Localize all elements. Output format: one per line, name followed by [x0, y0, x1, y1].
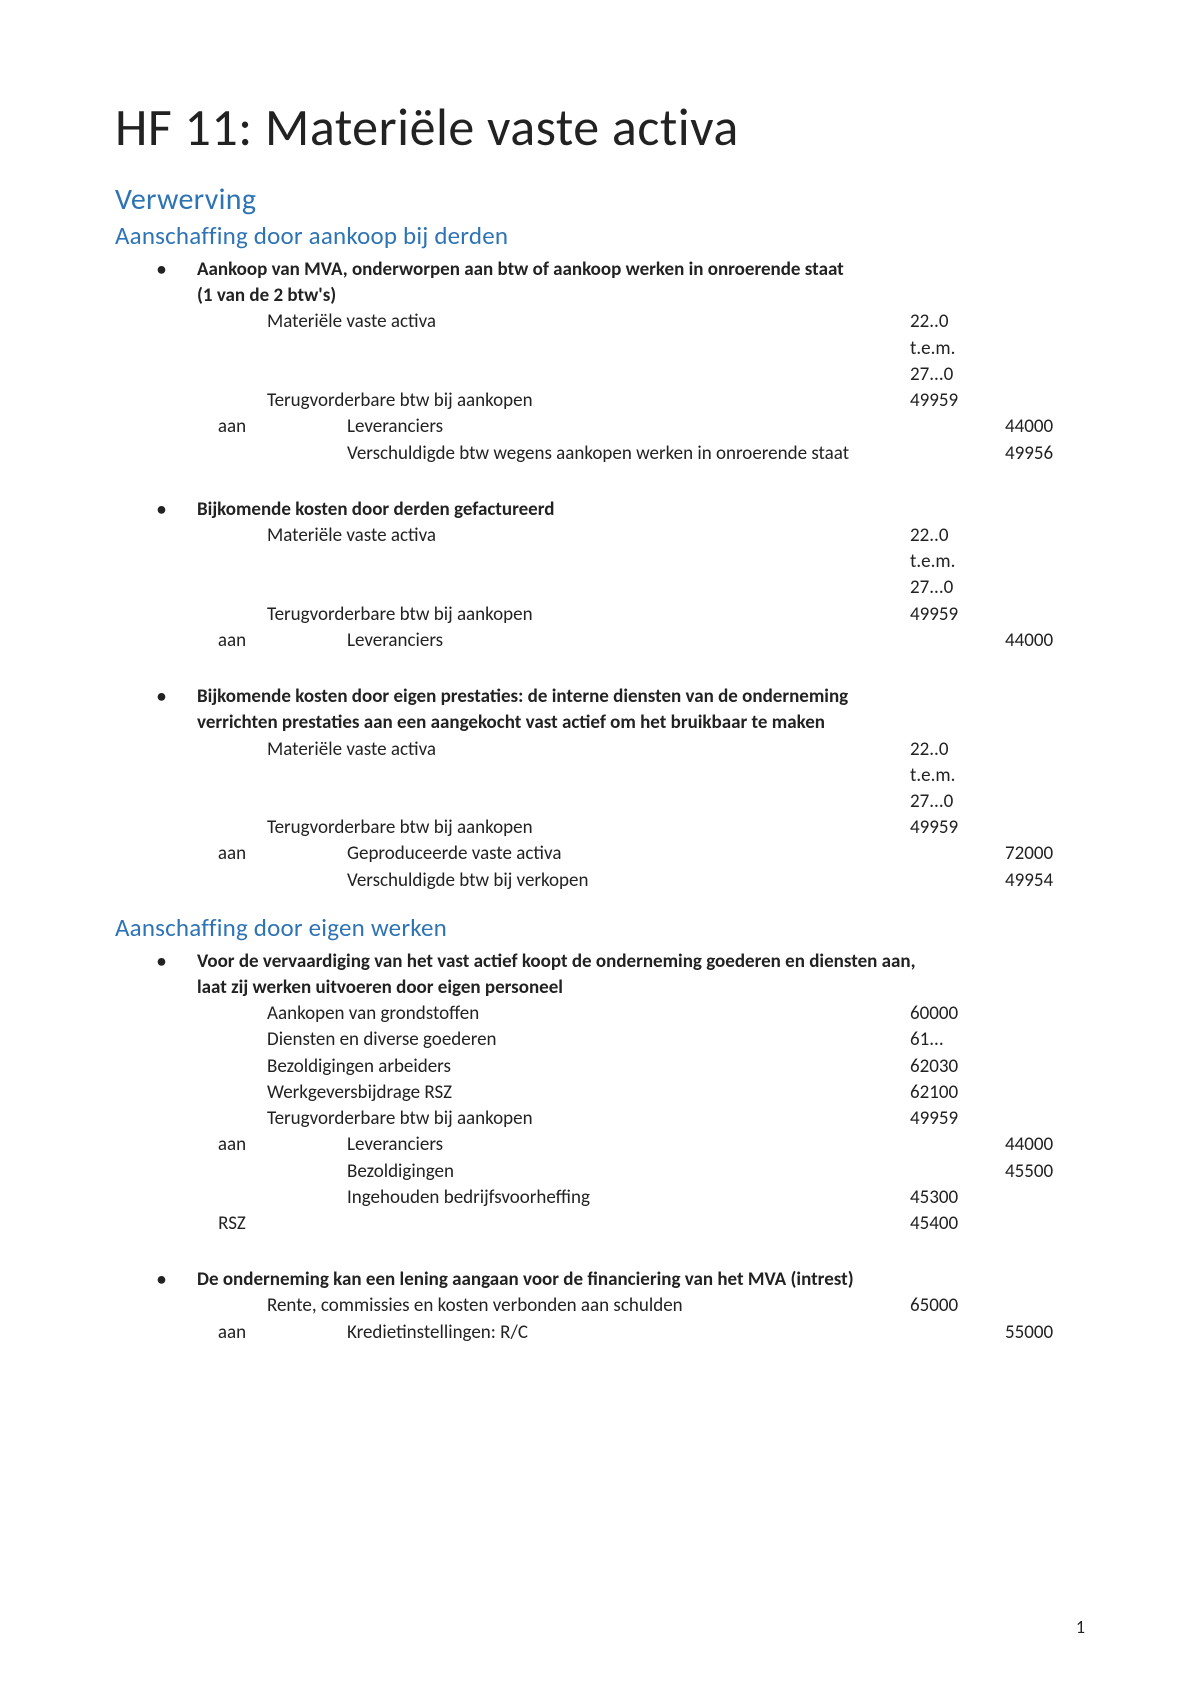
page-title: HF 11: Materiële vaste activa — [115, 95, 1085, 159]
credit-code: 44000 — [1005, 414, 1085, 440]
bullet-text: Aankoop van MVA, onderworpen aan btw of … — [197, 257, 1085, 283]
account-desc: Kredietinstellingen: R/C — [347, 1320, 910, 1346]
account-desc: Diensten en diverse goederen — [267, 1027, 910, 1053]
account-desc: Terugvorderbare btw bij aankopen — [267, 1106, 910, 1132]
document-page: HF 11: Materiële vaste activa Verwerving… — [0, 0, 1200, 1416]
debit-code: 22..0 — [910, 523, 1005, 549]
debit-code: t.e.m. — [910, 763, 1005, 789]
account-desc: Verschuldigde btw wegens aankopen werken… — [347, 441, 910, 467]
bullet-text-line2: verrichten prestaties aan een aangekocht… — [197, 710, 1085, 736]
debit-code: 61... — [910, 1027, 1005, 1053]
bullet-text: De onderneming kan een lening aangaan vo… — [197, 1267, 1085, 1293]
debit-code: 60000 — [910, 1001, 1005, 1027]
debit-code: 27...0 — [910, 362, 1005, 388]
aan-label: aan — [197, 1132, 267, 1158]
account-desc: Verschuldigde btw bij verkopen — [347, 868, 910, 894]
account-desc: Werkgeversbijdrage RSZ — [267, 1080, 910, 1106]
credit-code: 44000 — [1005, 628, 1085, 654]
entry-block: • De onderneming kan een lening aangaan … — [157, 1267, 1085, 1346]
account-desc: Bezoldigingen arbeiders — [267, 1054, 910, 1080]
credit-code: 45500 — [1005, 1159, 1085, 1185]
debit-code: t.e.m. — [910, 336, 1005, 362]
debit-code: 49959 — [910, 602, 1005, 628]
account-desc: Leveranciers — [347, 628, 910, 654]
bullet-icon: • — [157, 257, 197, 282]
aan-label: aan — [197, 1320, 267, 1346]
debit-code: 49959 — [910, 815, 1005, 841]
debit-code: 27...0 — [910, 789, 1005, 815]
debit-code: 62100 — [910, 1080, 1005, 1106]
account-desc: Geproduceerde vaste activa — [347, 841, 910, 867]
rsz-label: RSZ — [197, 1211, 267, 1237]
debit-code: t.e.m. — [910, 549, 1005, 575]
bullet-icon: • — [157, 684, 197, 709]
debit-code: 22..0 — [910, 737, 1005, 763]
entry-block: • Voor de vervaardiging van het vast act… — [157, 949, 1085, 1237]
debit-code: 62030 — [910, 1054, 1005, 1080]
debit-code: 45400 — [910, 1211, 1005, 1237]
credit-code: 49956 — [1005, 441, 1085, 467]
credit-code: 49954 — [1005, 868, 1085, 894]
account-desc: Terugvorderbare btw bij aankopen — [267, 602, 910, 628]
credit-code: 55000 — [1005, 1320, 1085, 1346]
debit-code: 49959 — [910, 1106, 1005, 1132]
account-desc: Rente, commissies en kosten verbonden aa… — [267, 1293, 910, 1319]
subsection-heading-eigen-werken: Aanschaffing door eigen werken — [115, 912, 1085, 943]
subsection-heading-aankoop-derden: Aanschaffing door aankoop bij derden — [115, 220, 1085, 251]
bullet-text: Voor de vervaardiging van het vast actie… — [197, 949, 1085, 975]
credit-code: 72000 — [1005, 841, 1085, 867]
account-desc: Terugvorderbare btw bij aankopen — [267, 388, 910, 414]
account-desc: Terugvorderbare btw bij aankopen — [267, 815, 910, 841]
account-desc: Leveranciers — [347, 414, 910, 440]
debit-code: 49959 — [910, 388, 1005, 414]
aan-label: aan — [197, 628, 267, 654]
section-heading-verwerving: Verwerving — [115, 181, 1085, 218]
credit-code: 44000 — [1005, 1132, 1085, 1158]
account-desc: Materiële vaste activa — [267, 737, 910, 763]
aan-label: aan — [197, 414, 267, 440]
account-desc: Materiële vaste activa — [267, 309, 910, 335]
entry-block: • Bijkomende kosten door derden gefactur… — [157, 497, 1085, 654]
account-desc: Bezoldigingen — [347, 1159, 910, 1185]
bullet-text-line2: laat zij werken uitvoeren door eigen per… — [197, 975, 1085, 1001]
account-desc: Materiële vaste activa — [267, 523, 910, 549]
debit-code: 22..0 — [910, 309, 1005, 335]
bullet-text-line2: (1 van de 2 btw's) — [197, 283, 1085, 309]
debit-code: 27...0 — [910, 575, 1005, 601]
account-desc: Aankopen van grondstoffen — [267, 1001, 910, 1027]
entry-block: • Bijkomende kosten door eigen prestatie… — [157, 684, 1085, 894]
bullet-text: Bijkomende kosten door eigen prestaties:… — [197, 684, 1085, 710]
bullet-icon: • — [157, 497, 197, 522]
bullet-text: Bijkomende kosten door derden gefacturee… — [197, 497, 1085, 523]
aan-label: aan — [197, 841, 267, 867]
entry-block: • Aankoop van MVA, onderworpen aan btw o… — [157, 257, 1085, 467]
debit-code: 45300 — [910, 1185, 1005, 1211]
bullet-icon: • — [157, 949, 197, 974]
bullet-icon: • — [157, 1267, 197, 1292]
account-desc: Leveranciers — [347, 1132, 910, 1158]
page-number: 1 — [1076, 1616, 1085, 1638]
account-desc: Ingehouden bedrijfsvoorheffing — [347, 1185, 910, 1211]
debit-code: 65000 — [910, 1293, 1005, 1319]
